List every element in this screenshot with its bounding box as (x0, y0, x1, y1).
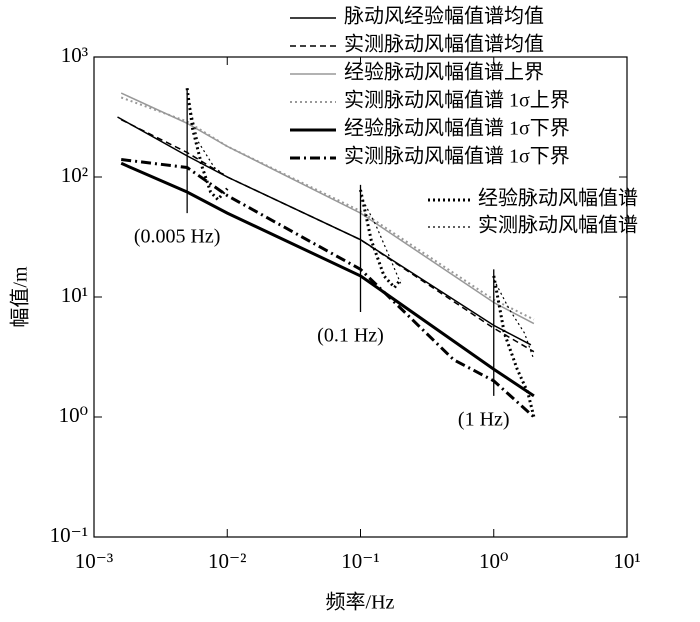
x-tick-label: 10⁰ (479, 549, 508, 573)
series-line (120, 96, 535, 321)
y-tick-label: 10¹ (61, 283, 88, 307)
annotation: (0.1 Hz) (317, 325, 384, 347)
legend-label: 脉动风经验幅值谱均值 (344, 5, 544, 28)
series-line (120, 161, 535, 398)
x-axis-label: 频率/Hz (326, 591, 395, 614)
legend-label: 经验脉动风幅值谱 1σ下界 (344, 117, 570, 140)
series-line (186, 92, 535, 360)
legend-label: 实测脉动风幅值谱均值 (344, 33, 544, 56)
y-tick-label: 10² (61, 163, 88, 187)
legend-label: 实测脉动风幅值谱 1σ上界 (344, 89, 570, 112)
annotation: (1 Hz) (458, 408, 510, 430)
series-line (185, 87, 536, 418)
x-tick-label: 10⁻¹ (341, 549, 379, 573)
legend-label: 实测脉动风幅值谱 (478, 214, 638, 237)
legend-label: 经验脉动风幅值谱上界 (344, 61, 544, 84)
x-tick-label: 10⁻² (208, 549, 246, 573)
y-tick-label: 10⁻¹ (50, 523, 88, 547)
y-axis-label: 幅值/m (9, 266, 32, 328)
legend-label: 经验脉动风幅值谱 (478, 187, 638, 210)
annotation: (0.005 Hz) (134, 226, 221, 248)
legend-label: 实测脉动风幅值谱 1σ下界 (344, 145, 570, 168)
x-tick-label: 10⁻³ (75, 549, 113, 573)
y-tick-label: 10⁰ (59, 403, 88, 427)
series-line (120, 119, 535, 353)
x-tick-label: 10¹ (613, 549, 640, 573)
y-tick-label: 10³ (61, 43, 88, 67)
